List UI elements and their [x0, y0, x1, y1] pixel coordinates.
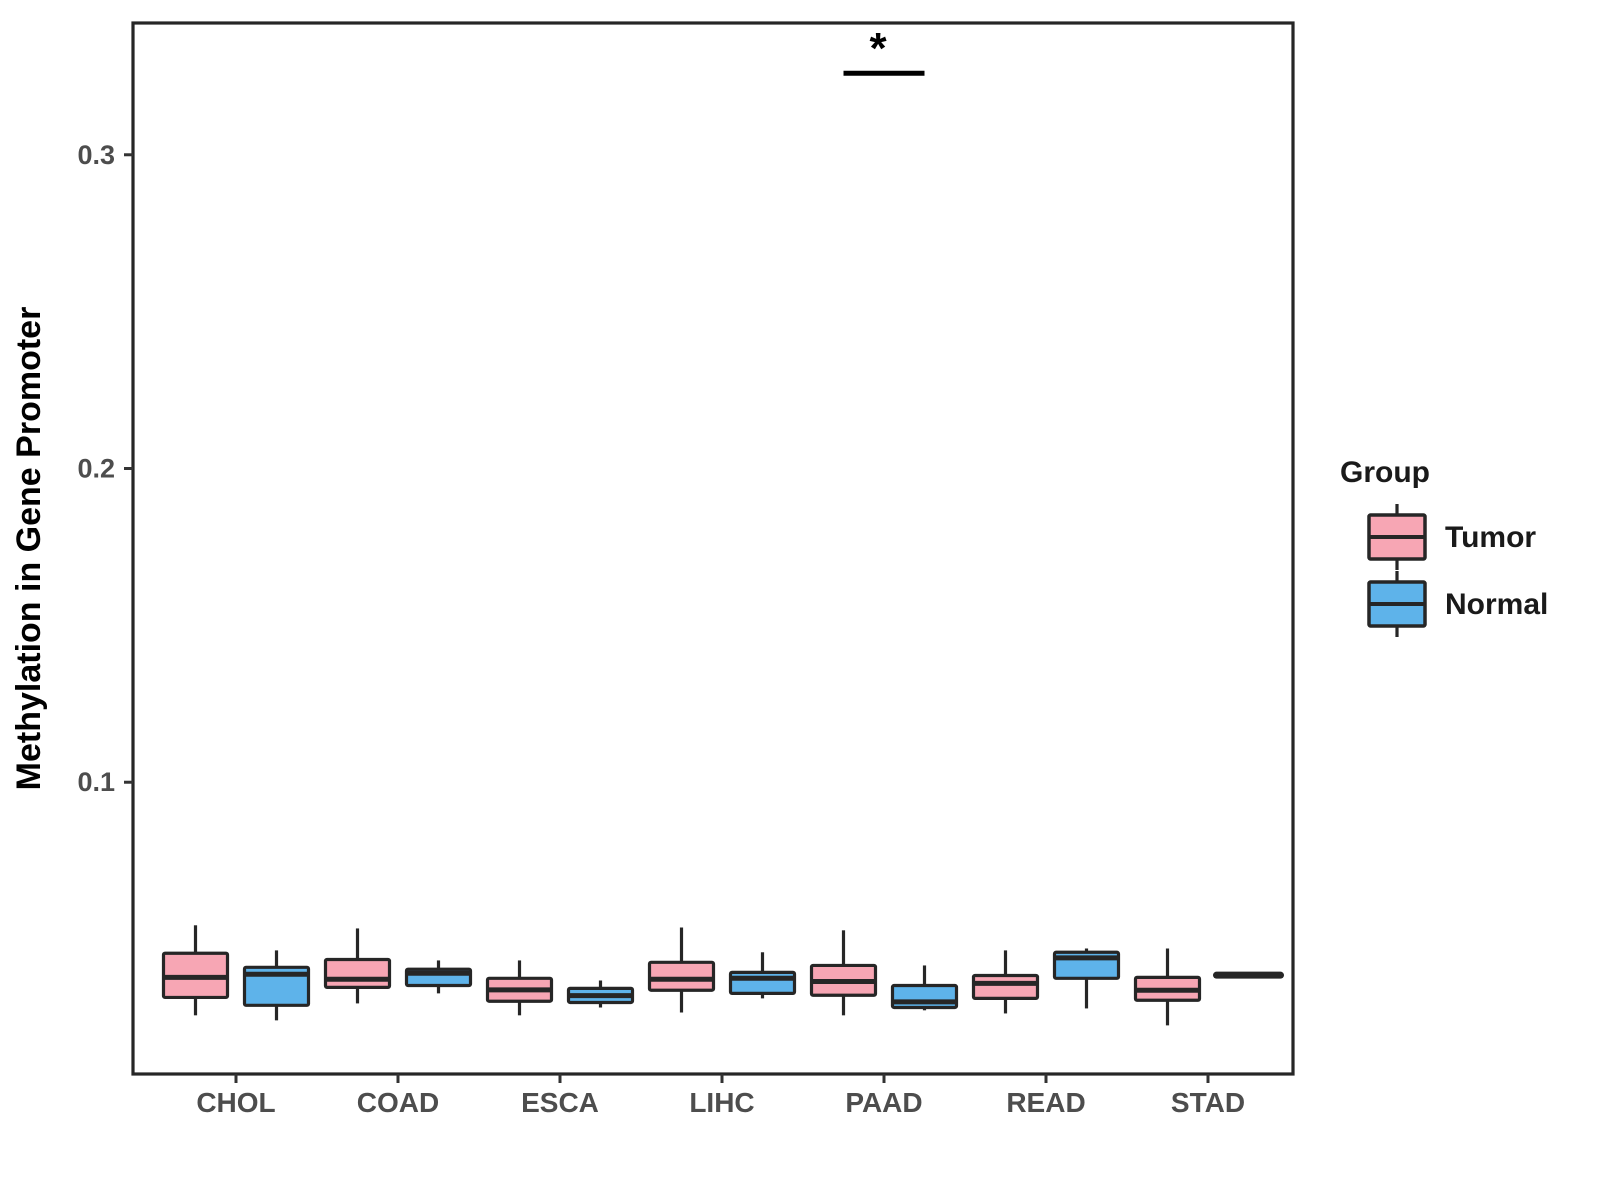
legend-entry-label: Tumor	[1445, 521, 1536, 554]
iqr-box	[971, 973, 1040, 1000]
boxplot-tumor-lihc	[647, 927, 716, 1013]
x-category-label: PAAD	[845, 1087, 922, 1118]
iqr-box	[728, 970, 797, 995]
x-category-label: LIHC	[689, 1087, 754, 1118]
y-tick-label: 0.1	[77, 767, 115, 797]
boxplot-tumor-chol	[161, 925, 230, 1016]
legend-entry-normal	[1367, 571, 1427, 637]
boxplot-normal-coad	[404, 960, 473, 994]
y-axis-title: Methylation in Gene Promoter	[10, 307, 48, 791]
x-category-label: STAD	[1171, 1087, 1245, 1118]
boxplot-tumor-read	[971, 950, 1040, 1014]
x-category-label: COAD	[357, 1087, 439, 1118]
x-category-label: READ	[1006, 1087, 1085, 1118]
boxplot-normal-read	[1052, 948, 1121, 1009]
y-tick-label: 0.2	[77, 453, 115, 483]
iqr-box	[647, 960, 716, 992]
boxplot-normal-esca	[566, 980, 635, 1008]
significance-star: *	[869, 24, 887, 73]
boxplot-tumor-esca	[485, 960, 554, 1016]
y-tick-label: 0.3	[77, 140, 115, 170]
legend-entry-tumor	[1367, 504, 1427, 570]
boxplot-tumor-paad	[809, 930, 878, 1016]
boxplot-tumor-stad	[1133, 948, 1202, 1026]
x-category-label: CHOL	[196, 1087, 275, 1118]
legend-entry-label: Normal	[1445, 588, 1548, 621]
plot-panel	[131, 21, 1295, 1076]
iqr-box	[242, 965, 311, 1007]
boxplot-tumor-coad	[323, 928, 392, 1004]
boxplot-normal-chol	[242, 950, 311, 1021]
x-category-label: ESCA	[521, 1087, 599, 1118]
legend	[1367, 504, 1427, 637]
boxplot-normal-lihc	[728, 952, 797, 999]
boxplot-normal-paad	[890, 965, 959, 1011]
iqr-box	[323, 957, 392, 990]
legend-title: Group	[1340, 456, 1430, 489]
